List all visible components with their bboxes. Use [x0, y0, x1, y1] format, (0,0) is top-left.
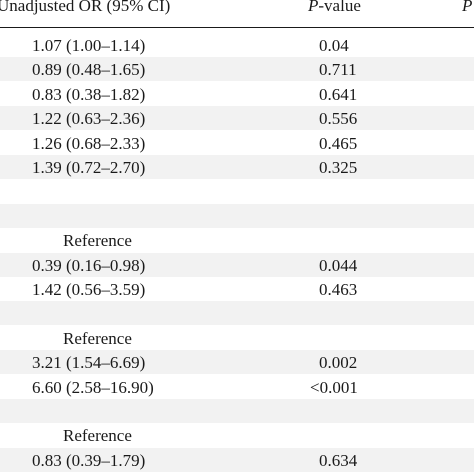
table-row: 6.60 (2.58–16.90) <0.001	[0, 375, 474, 399]
odds-ratio-cell: 1.26 (0.68–2.33)	[32, 133, 146, 153]
reference-label: Reference	[63, 328, 132, 348]
header-extra-column: P	[462, 0, 473, 15]
table-row: 1.07 (1.00–1.14) 0.04	[0, 33, 474, 57]
p-value-cell: 0.002	[319, 353, 358, 373]
header-p-value: P-value	[308, 0, 361, 16]
odds-ratio-cell: 0.39 (0.16–0.98)	[32, 255, 146, 275]
table-row: 1.39 (0.72–2.70) 0.325	[0, 155, 474, 179]
table-row	[0, 399, 474, 423]
table-row: 1.26 (0.68–2.33) 0.465	[0, 131, 474, 155]
p-value-cell: 0.044	[319, 255, 358, 275]
odds-ratio-cell: 1.39 (0.72–2.70)	[32, 158, 146, 177]
table-row	[0, 301, 474, 326]
p-value-cell: 0.634	[319, 450, 358, 470]
table-row: 0.39 (0.16–0.98) 0.044	[0, 252, 474, 277]
table-row: 0.83 (0.38–1.82) 0.641	[0, 82, 474, 106]
table-row: 1.22 (0.63–2.36) 0.556	[0, 106, 474, 131]
table-row: 1.42 (0.56–3.59) 0.463	[0, 277, 474, 301]
header-p-rest: -value	[318, 0, 361, 15]
odds-ratio-cell: 3.21 (1.54–6.69)	[32, 353, 146, 373]
p-value-cell: <0.001	[310, 377, 358, 397]
p-value-cell: 0.711	[319, 60, 357, 80]
reference-label: Reference	[63, 426, 132, 446]
p-value-cell: 0.325	[319, 158, 358, 177]
table-row: 0.83 (0.39–1.79) 0.634	[0, 447, 474, 472]
odds-ratio-cell: 1.42 (0.56–3.59)	[32, 280, 146, 299]
header-unadjusted-or: Unadjusted OR (95% CI)	[0, 0, 171, 15]
header-p-italic: P	[308, 0, 319, 15]
table-row	[0, 179, 474, 203]
reference-label: Reference	[63, 231, 132, 251]
table-row: 0.89 (0.48–1.65) 0.711	[0, 57, 474, 82]
table-header: Unadjusted OR (95% CI) P-value P	[0, 0, 474, 28]
table-row: Reference	[0, 228, 474, 252]
odds-ratio-cell: 0.83 (0.39–1.79)	[32, 450, 146, 470]
p-value-cell: 0.465	[319, 133, 358, 153]
p-value-cell: 0.641	[319, 84, 358, 104]
odds-ratio-cell: 1.07 (1.00–1.14)	[32, 36, 146, 55]
odds-ratio-cell: 0.89 (0.48–1.65)	[32, 60, 146, 80]
odds-ratio-cell: 0.83 (0.38–1.82)	[32, 84, 146, 104]
p-value-cell: 0.04	[319, 36, 349, 55]
table-row	[0, 203, 474, 228]
odds-ratio-cell: 6.60 (2.58–16.90)	[32, 377, 154, 397]
table-row: Reference	[0, 423, 474, 447]
p-value-cell: 0.556	[319, 109, 358, 129]
odds-ratio-cell: 1.22 (0.63–2.36)	[32, 109, 146, 129]
p-value-cell: 0.463	[319, 280, 358, 299]
table-row: Reference	[0, 326, 474, 350]
table-row: 3.21 (1.54–6.69) 0.002	[0, 350, 474, 375]
